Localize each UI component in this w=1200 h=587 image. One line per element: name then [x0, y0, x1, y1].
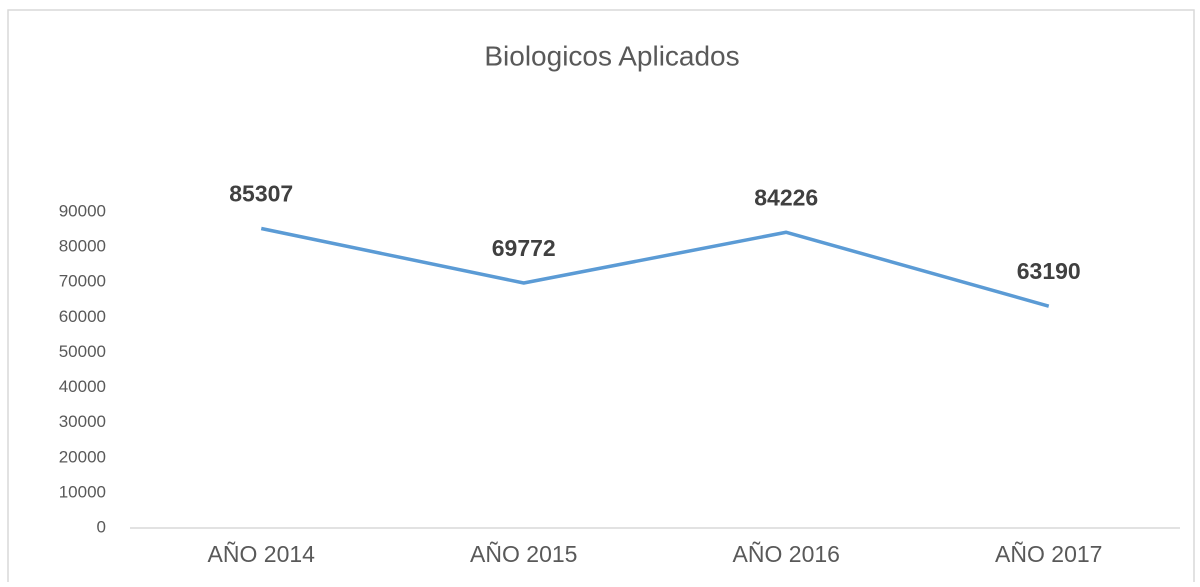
y-tick-label: 50000	[59, 342, 106, 361]
data-label: 69772	[492, 235, 556, 261]
x-tick-label: AÑO 2015	[470, 541, 577, 567]
x-tick-label: AÑO 2014	[208, 541, 316, 567]
y-tick-label: 0	[97, 517, 106, 536]
data-label: 84226	[754, 184, 818, 210]
data-line	[260, 226, 1050, 308]
y-tick-label: 80000	[59, 237, 106, 256]
data-label: 63190	[1017, 258, 1081, 284]
chart-title: Biologicos Aplicados	[484, 40, 739, 71]
data-label: 85307	[229, 181, 293, 207]
y-tick-label: 90000	[59, 201, 106, 220]
y-tick-label: 20000	[59, 447, 106, 466]
x-tick-label: AÑO 2016	[733, 541, 840, 567]
y-tick-label: 10000	[59, 482, 106, 501]
y-tick-label: 40000	[59, 377, 106, 396]
y-tick-label: 30000	[59, 412, 106, 431]
chart-border	[7, 9, 1195, 587]
y-tick-label: 70000	[59, 272, 106, 291]
x-tick-label: AÑO 2017	[995, 541, 1102, 567]
y-tick-label: 60000	[59, 307, 106, 326]
